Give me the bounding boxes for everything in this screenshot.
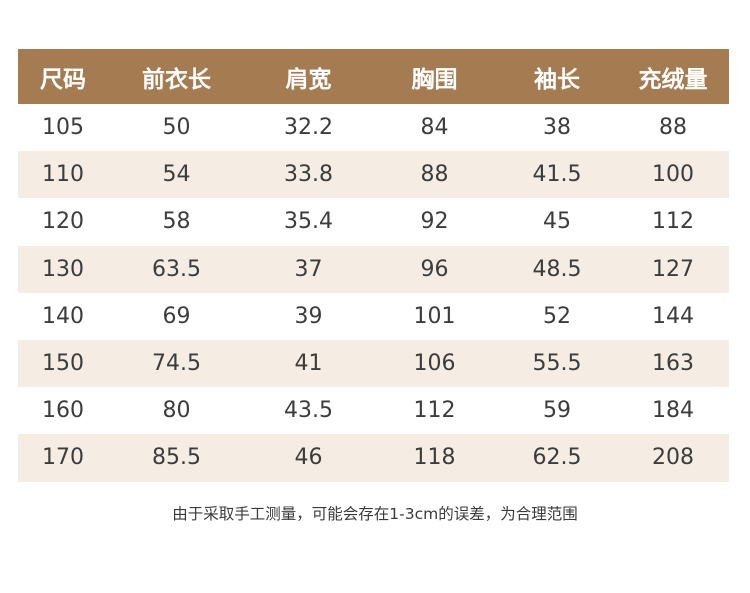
table-row: 150 74.5 41 106 55.5 163 — [18, 339, 729, 388]
table-cell: 43.5 — [245, 387, 372, 435]
header-size: 尺码 — [18, 49, 108, 104]
measurement-footnote: 由于采取手工测量，可能会存在1-3cm的误差，为合理范围 — [172, 505, 578, 523]
table-cell: 140 — [18, 292, 108, 340]
table-cell: 48.5 — [497, 245, 617, 293]
table-cell: 35.4 — [245, 198, 372, 246]
table-header-row: 尺码 前衣长 肩宽 胸围 袖长 充绒量 — [18, 49, 729, 104]
header-sleeve-length: 袖长 — [497, 49, 617, 104]
table-cell: 37 — [245, 245, 372, 293]
table-cell: 52 — [497, 292, 617, 340]
table-row: 120 58 35.4 92 45 112 — [18, 198, 729, 246]
table-cell: 33.8 — [245, 151, 372, 199]
table-row: 160 80 43.5 112 59 184 — [18, 387, 729, 435]
table-cell: 88 — [617, 104, 729, 152]
table-cell: 69 — [108, 292, 245, 340]
table-cell: 105 — [18, 104, 108, 152]
table-cell: 46 — [245, 434, 372, 482]
table-cell: 88 — [372, 151, 497, 199]
table-cell: 110 — [18, 151, 108, 199]
table-cell: 55.5 — [497, 339, 617, 388]
table-row: 110 54 33.8 88 41.5 100 — [18, 151, 729, 199]
table-row: 170 85.5 46 118 62.5 208 — [18, 434, 729, 482]
table-cell: 59 — [497, 387, 617, 435]
table-cell: 118 — [372, 434, 497, 482]
table-row: 105 50 32.2 84 38 88 — [18, 104, 729, 152]
table-cell: 127 — [617, 245, 729, 293]
table-cell: 112 — [372, 387, 497, 435]
table-cell: 32.2 — [245, 104, 372, 152]
table-cell: 100 — [617, 151, 729, 199]
table-cell: 84 — [372, 104, 497, 152]
table-cell: 45 — [497, 198, 617, 246]
size-chart-table: 尺码 前衣长 肩宽 胸围 袖长 充绒量 105 50 32.2 84 38 88 110 54… — [18, 49, 729, 482]
table-cell: 163 — [617, 339, 729, 388]
table-cell: 41 — [245, 339, 372, 388]
table-cell: 63.5 — [108, 245, 245, 293]
table-cell: 58 — [108, 198, 245, 246]
table-cell: 50 — [108, 104, 245, 152]
table-cell: 184 — [617, 387, 729, 435]
table-row: 140 69 39 101 52 144 — [18, 292, 729, 340]
table-cell: 144 — [617, 292, 729, 340]
table-cell: 150 — [18, 339, 108, 388]
table-cell: 170 — [18, 434, 108, 482]
table-cell: 120 — [18, 198, 108, 246]
table-cell: 112 — [617, 198, 729, 246]
table-cell: 62.5 — [497, 434, 617, 482]
table-body: 105 50 32.2 84 38 88 110 54 33.8 88 41.5 100 120 58 35… — [18, 104, 729, 482]
table-cell: 38 — [497, 104, 617, 152]
table-cell: 41.5 — [497, 151, 617, 199]
table-cell: 106 — [372, 339, 497, 388]
header-down-fill: 充绒量 — [617, 49, 729, 104]
table-row: 130 63.5 37 96 48.5 127 — [18, 245, 729, 293]
header-front-length: 前衣长 — [108, 49, 245, 104]
table-cell: 54 — [108, 151, 245, 199]
header-shoulder-width: 肩宽 — [245, 49, 372, 104]
table-cell: 160 — [18, 387, 108, 435]
table-cell: 92 — [372, 198, 497, 246]
table-cell: 74.5 — [108, 339, 245, 388]
table-cell: 130 — [18, 245, 108, 293]
table-cell: 96 — [372, 245, 497, 293]
table-cell: 80 — [108, 387, 245, 435]
table-cell: 208 — [617, 434, 729, 482]
table-cell: 85.5 — [108, 434, 245, 482]
table-cell: 39 — [245, 292, 372, 340]
table-cell: 101 — [372, 292, 497, 340]
header-chest: 胸围 — [372, 49, 497, 104]
